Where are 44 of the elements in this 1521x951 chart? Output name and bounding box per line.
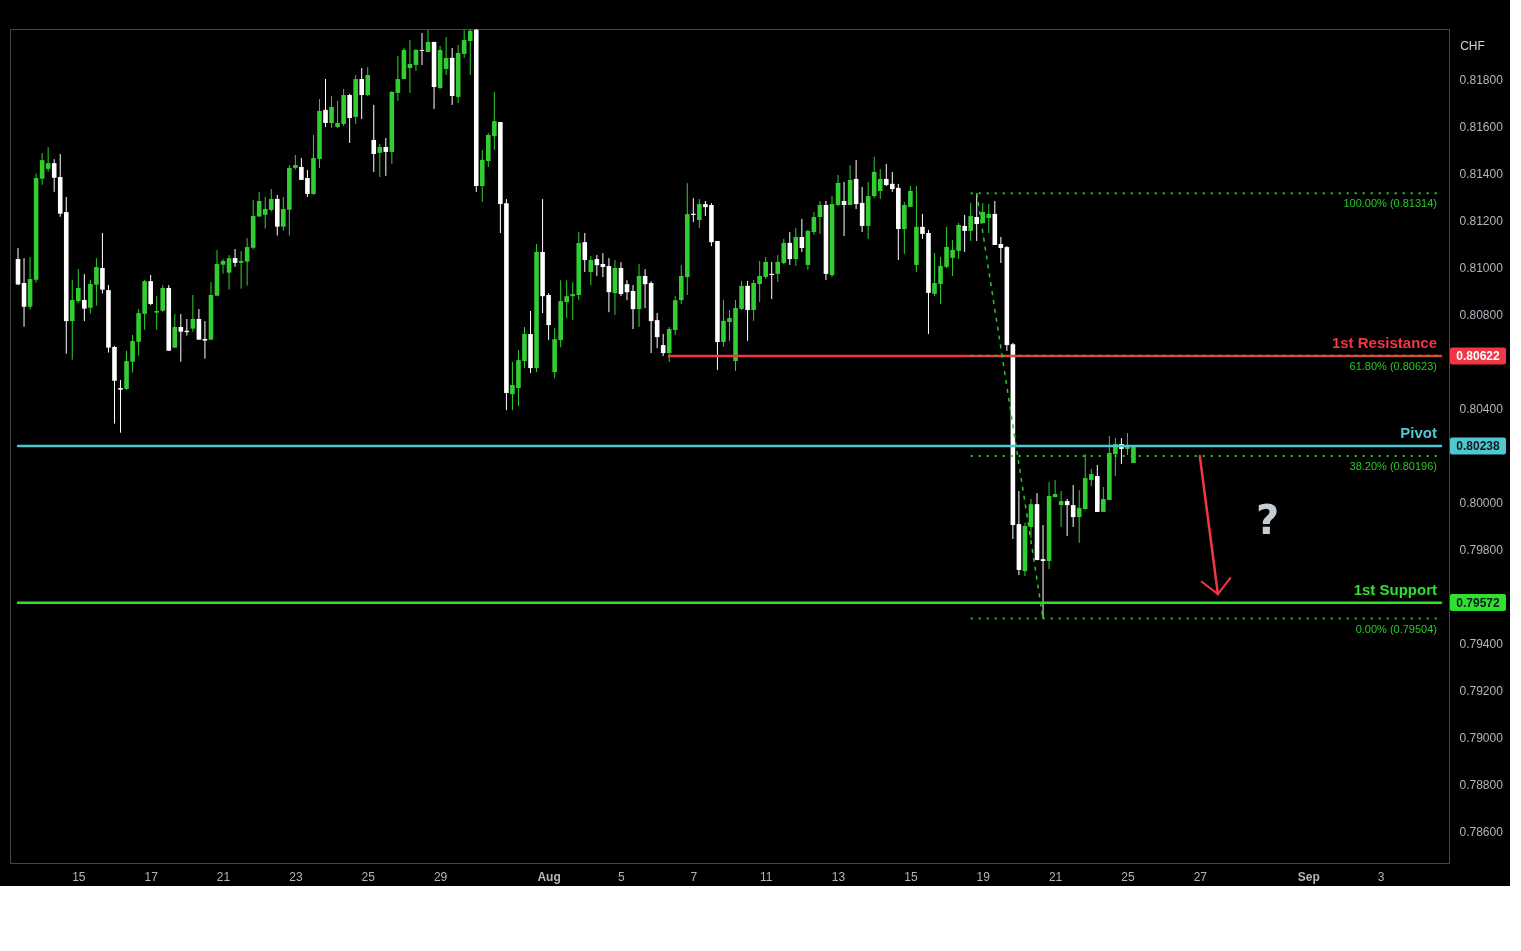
x-tick-label: 21	[1048, 869, 1063, 884]
x-tick-label: 3	[1377, 869, 1385, 884]
y-tick-label: 0.81000	[1459, 260, 1504, 275]
y-axis-title: CHF	[1460, 38, 1485, 53]
y-tick-label: 0.79400	[1459, 636, 1504, 651]
y-tick-label: 0.79200	[1459, 683, 1504, 698]
y-tick-label: 0.78600	[1459, 824, 1504, 839]
x-tick-label: 19	[976, 869, 991, 884]
series-label: 38.20% (0.80196)	[1349, 459, 1437, 472]
y-tick-label: 0.79800	[1459, 542, 1504, 557]
x-tick-label: 25	[1121, 869, 1135, 884]
y-tick-label: 0.79000	[1459, 730, 1504, 745]
x-tick-label: 21	[216, 869, 231, 884]
x-tick-label: 27	[1193, 869, 1208, 884]
series-label: 100.00% (0.81314)	[1343, 197, 1437, 210]
x-tick-label: 7	[690, 869, 698, 884]
x-tick-label: 29	[433, 869, 448, 884]
series-label: 0.00% (0.79504)	[1355, 622, 1437, 635]
series-label: 61.80% (0.80623)	[1349, 359, 1437, 372]
y-tick-label: 0.78800	[1459, 777, 1504, 792]
y-tick-label: 0.81600	[1459, 119, 1504, 134]
annotation: ?	[1256, 496, 1280, 543]
x-tick-label: 13	[831, 869, 846, 884]
y-tick-label: 0.80400	[1459, 401, 1504, 416]
y-tick-label: 0.80800	[1459, 307, 1504, 322]
x-tick-label: 15	[904, 869, 918, 884]
y-tick-label: 0.81800	[1459, 72, 1504, 87]
x-tick-label: 11	[759, 869, 773, 884]
data-label: 0.80622	[1456, 348, 1501, 363]
x-tick-label: 5	[618, 869, 626, 884]
series-label: 1st Resistance	[1331, 333, 1437, 351]
data-label: 0.79572	[1456, 595, 1501, 610]
x-tick-label: 23	[289, 869, 303, 884]
x-tick-label: Aug	[537, 869, 561, 884]
x-tick-label: 17	[144, 869, 159, 884]
y-tick-label: 0.80000	[1459, 495, 1504, 510]
y-tick-label: 0.81200	[1459, 213, 1504, 228]
x-tick-label: 25	[361, 869, 376, 884]
series-label: 1st Support	[1353, 580, 1437, 598]
y-tick-label: 0.81400	[1459, 166, 1504, 181]
x-tick-label: 15	[72, 869, 86, 884]
data-label: 0.80238	[1456, 439, 1501, 454]
series-label: Pivot	[1400, 424, 1437, 442]
x-tick-label: Sep	[1297, 869, 1320, 884]
